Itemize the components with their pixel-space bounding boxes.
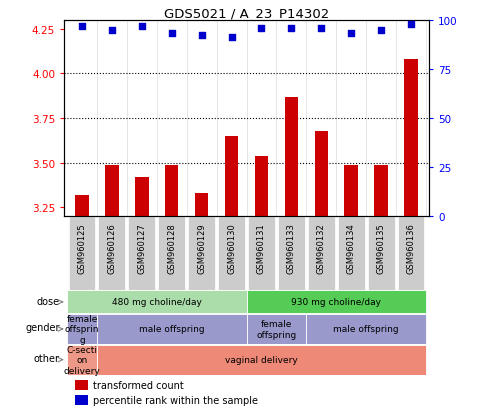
Bar bbox=[75, 380, 88, 390]
FancyBboxPatch shape bbox=[248, 217, 275, 290]
Bar bbox=[315, 131, 328, 217]
FancyBboxPatch shape bbox=[308, 217, 335, 290]
Bar bbox=[225, 137, 238, 217]
Text: C-secti
on
delivery: C-secti on delivery bbox=[64, 345, 101, 375]
Bar bbox=[404, 60, 418, 217]
Text: gender: gender bbox=[25, 323, 60, 332]
Text: female
offsprin
g: female offsprin g bbox=[65, 314, 99, 344]
Text: GSM960136: GSM960136 bbox=[406, 223, 416, 273]
Text: male offspring: male offspring bbox=[333, 325, 399, 334]
FancyBboxPatch shape bbox=[67, 314, 97, 344]
Text: GSM960127: GSM960127 bbox=[138, 223, 146, 273]
Point bbox=[377, 27, 385, 34]
Text: vaginal delivery: vaginal delivery bbox=[225, 355, 298, 364]
FancyBboxPatch shape bbox=[368, 217, 394, 290]
Text: GSM960133: GSM960133 bbox=[287, 223, 296, 273]
Point bbox=[287, 25, 295, 32]
FancyBboxPatch shape bbox=[128, 217, 155, 290]
FancyBboxPatch shape bbox=[188, 217, 215, 290]
Text: male offspring: male offspring bbox=[139, 325, 205, 334]
FancyBboxPatch shape bbox=[218, 217, 245, 290]
Bar bbox=[374, 165, 388, 217]
Bar bbox=[165, 165, 178, 217]
FancyBboxPatch shape bbox=[69, 217, 96, 290]
Point bbox=[317, 25, 325, 32]
Text: transformed count: transformed count bbox=[93, 380, 184, 389]
Text: GSM960134: GSM960134 bbox=[347, 223, 355, 273]
FancyBboxPatch shape bbox=[158, 217, 185, 290]
Bar bbox=[195, 194, 209, 217]
Text: dose: dose bbox=[36, 296, 60, 306]
Text: female
offspring: female offspring bbox=[256, 320, 296, 339]
Point bbox=[78, 23, 86, 30]
FancyBboxPatch shape bbox=[97, 314, 246, 344]
Title: GDS5021 / A_23_P14302: GDS5021 / A_23_P14302 bbox=[164, 7, 329, 19]
Text: GSM960128: GSM960128 bbox=[167, 223, 176, 273]
Point bbox=[198, 33, 206, 40]
Text: GSM960130: GSM960130 bbox=[227, 223, 236, 273]
Point bbox=[257, 25, 265, 32]
Text: other: other bbox=[34, 353, 60, 363]
Point bbox=[168, 31, 176, 38]
Point bbox=[347, 31, 355, 38]
Text: GSM960125: GSM960125 bbox=[77, 223, 87, 273]
Text: 930 mg choline/day: 930 mg choline/day bbox=[291, 298, 381, 306]
Text: GSM960131: GSM960131 bbox=[257, 223, 266, 273]
Bar bbox=[284, 97, 298, 217]
FancyBboxPatch shape bbox=[97, 345, 426, 375]
FancyBboxPatch shape bbox=[246, 314, 306, 344]
FancyBboxPatch shape bbox=[306, 314, 426, 344]
Text: GSM960126: GSM960126 bbox=[107, 223, 116, 273]
Point bbox=[407, 21, 415, 28]
Text: GSM960132: GSM960132 bbox=[317, 223, 326, 273]
Point bbox=[108, 27, 116, 34]
FancyBboxPatch shape bbox=[397, 217, 424, 290]
Text: percentile rank within the sample: percentile rank within the sample bbox=[93, 395, 258, 405]
FancyBboxPatch shape bbox=[246, 291, 426, 313]
FancyBboxPatch shape bbox=[278, 217, 305, 290]
Bar bbox=[105, 165, 119, 217]
Text: GSM960129: GSM960129 bbox=[197, 223, 206, 273]
FancyBboxPatch shape bbox=[67, 345, 97, 375]
FancyBboxPatch shape bbox=[338, 217, 365, 290]
Bar bbox=[135, 178, 148, 217]
Bar bbox=[75, 395, 88, 406]
Point bbox=[138, 23, 146, 30]
Bar bbox=[345, 165, 358, 217]
FancyBboxPatch shape bbox=[99, 217, 125, 290]
Bar bbox=[75, 195, 89, 217]
FancyBboxPatch shape bbox=[67, 291, 246, 313]
Text: 480 mg choline/day: 480 mg choline/day bbox=[112, 298, 202, 306]
Bar bbox=[255, 156, 268, 217]
Point bbox=[228, 35, 236, 42]
Text: GSM960135: GSM960135 bbox=[377, 223, 386, 273]
